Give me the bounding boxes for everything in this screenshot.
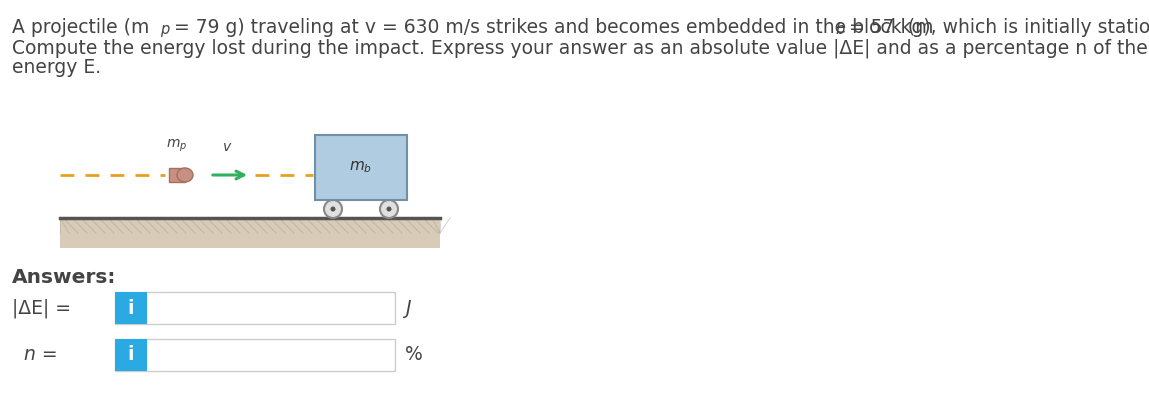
Text: n =: n =: [24, 346, 57, 364]
Text: Compute the energy lost during the impact. Express your answer as an absolute va: Compute the energy lost during the impac…: [11, 38, 1149, 57]
Text: $v$: $v$: [222, 140, 232, 154]
Text: A projectile (m: A projectile (m: [11, 18, 149, 37]
Circle shape: [331, 206, 336, 211]
Text: energy E.: energy E.: [11, 58, 101, 77]
Circle shape: [324, 200, 342, 218]
Text: p: p: [160, 22, 169, 37]
Ellipse shape: [177, 168, 193, 182]
Bar: [115, 292, 147, 324]
Circle shape: [380, 200, 398, 218]
Bar: [60, 218, 440, 248]
Text: i: i: [128, 299, 134, 317]
Text: |ΔE| =: |ΔE| =: [11, 298, 71, 318]
Text: Answers:: Answers:: [11, 268, 116, 287]
Bar: [315, 135, 407, 200]
Text: %: %: [404, 346, 423, 364]
Text: i: i: [128, 346, 134, 364]
Bar: [169, 168, 185, 182]
Text: = 79 g) traveling at v = 630 m/s strikes and becomes embedded in the block (m: = 79 g) traveling at v = 630 m/s strikes…: [168, 18, 933, 37]
Circle shape: [386, 206, 392, 211]
Text: = 57 kg), which is initially stationary.: = 57 kg), which is initially stationary.: [843, 18, 1149, 37]
Bar: [115, 339, 147, 371]
Text: $m_b$: $m_b$: [349, 160, 372, 176]
Text: J: J: [404, 299, 410, 317]
Bar: [115, 292, 395, 324]
Bar: [115, 339, 395, 371]
Text: $m_p$: $m_p$: [167, 138, 187, 154]
Text: b: b: [835, 22, 845, 37]
